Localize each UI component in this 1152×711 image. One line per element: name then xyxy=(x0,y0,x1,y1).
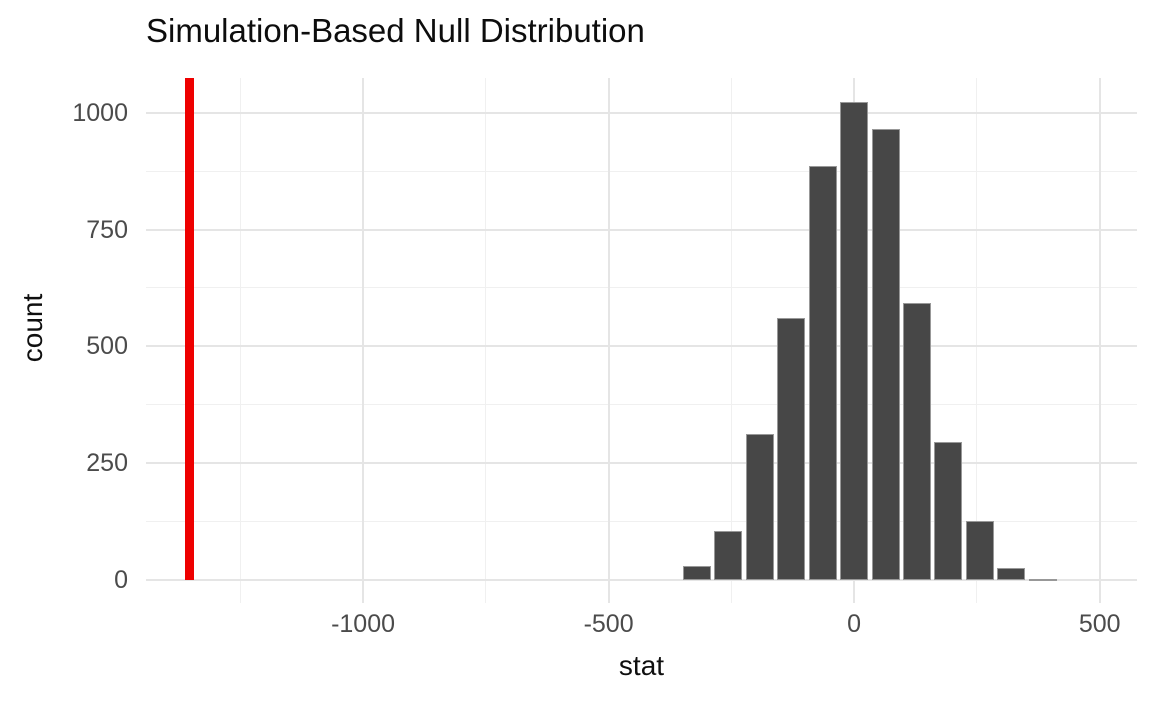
histogram-bar xyxy=(840,102,869,580)
y-minor-gridline xyxy=(146,287,1137,289)
x-minor-gridline xyxy=(485,78,487,603)
y-major-gridline xyxy=(146,345,1137,348)
y-tick-label: 250 xyxy=(86,449,128,478)
histogram-bar xyxy=(965,520,994,580)
histogram-bar xyxy=(777,318,806,580)
y-tick-label: 0 xyxy=(114,566,128,594)
y-major-gridline xyxy=(146,462,1137,465)
x-major-gridline xyxy=(607,78,610,603)
y-major-gridline xyxy=(146,111,1137,114)
histogram-bar xyxy=(902,303,931,580)
x-tick-label: -500 xyxy=(583,610,634,638)
y-tick-label: 1000 xyxy=(72,98,128,127)
y-tick-label: 500 xyxy=(86,332,128,361)
histogram-bar xyxy=(682,565,711,580)
y-minor-gridline xyxy=(146,521,1137,523)
x-major-gridline xyxy=(1098,78,1101,603)
histogram-bar xyxy=(997,567,1026,580)
observed-stat-line xyxy=(184,78,194,580)
histogram-bar xyxy=(745,434,774,580)
x-minor-gridline xyxy=(730,78,732,603)
y-minor-gridline xyxy=(146,170,1137,172)
histogram-bar xyxy=(808,166,837,580)
x-major-gridline xyxy=(362,78,365,603)
y-tick-label: 750 xyxy=(86,215,128,244)
y-minor-gridline xyxy=(146,404,1137,406)
x-tick-label: 500 xyxy=(1078,610,1121,638)
y-major-gridline xyxy=(146,228,1137,231)
x-tick-label: 0 xyxy=(847,610,862,638)
x-minor-gridline xyxy=(239,78,241,603)
histogram-bar xyxy=(1028,578,1057,581)
chart-title: Simulation-Based Null Distribution xyxy=(146,12,645,49)
x-minor-gridline xyxy=(976,78,978,603)
histogram-bar xyxy=(871,128,900,580)
x-tick-label: -1000 xyxy=(331,610,396,638)
histogram-bar xyxy=(714,530,743,580)
x-axis-title: stat xyxy=(618,650,665,681)
histogram-bar xyxy=(934,442,963,580)
y-major-gridline xyxy=(146,579,1137,581)
